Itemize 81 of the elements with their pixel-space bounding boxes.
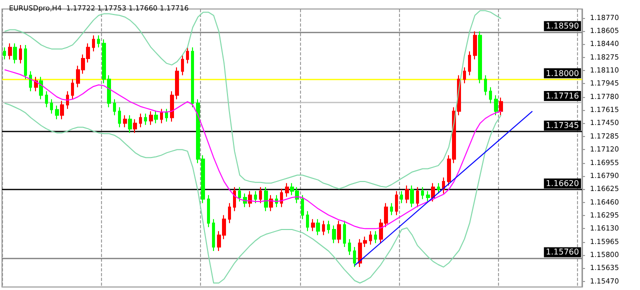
- candlestick: [473, 30, 477, 60]
- candlestick: [228, 202, 231, 224]
- line-series: [4, 69, 502, 230]
- candlestick: [259, 186, 262, 204]
- candlestick: [311, 218, 315, 232]
- candlestick: [19, 44, 22, 64]
- candlestick: [97, 34, 100, 48]
- candlestick: [66, 90, 69, 110]
- candlestick: [374, 230, 377, 244]
- ref-line-label: 1.15760: [546, 248, 579, 257]
- candlestick: [405, 185, 409, 204]
- ref-line-label: 1.18590: [546, 22, 579, 31]
- candlestick: [343, 220, 346, 248]
- candlestick: [55, 105, 59, 120]
- line-series: [4, 102, 502, 284]
- candlestick: [337, 220, 341, 244]
- candlestick: [144, 113, 147, 126]
- candlestick: [269, 194, 273, 212]
- candlestick: [306, 210, 309, 232]
- candlestick: [139, 113, 142, 128]
- candlestick: [60, 100, 64, 120]
- candlestick: [191, 46, 194, 108]
- candlestick: [13, 42, 17, 64]
- candlestick: [431, 182, 435, 202]
- candlestick: [248, 190, 252, 208]
- candlestick: [254, 190, 257, 204]
- candlestick: [186, 46, 189, 64]
- candlestick: [29, 70, 32, 92]
- candlestick: [280, 188, 283, 208]
- candlestick: [332, 224, 336, 244]
- candlestick: [494, 94, 498, 116]
- candlestick: [233, 186, 236, 212]
- ref-line-label: 1.18000: [546, 68, 579, 78]
- candlestick: [390, 202, 393, 216]
- candlestick: [113, 98, 116, 116]
- candlestick: [45, 90, 48, 108]
- candlestick: [369, 230, 372, 246]
- candlestick: [301, 194, 304, 220]
- candlestick: [71, 78, 74, 100]
- candlestick: [353, 246, 356, 268]
- ref-line-label: 1.17716: [546, 91, 579, 100]
- candlestick: [400, 190, 403, 204]
- candlestick: [285, 182, 289, 198]
- candlestick: [3, 46, 6, 60]
- candlestick: [8, 42, 12, 60]
- ref-line-label: 1.17345: [546, 121, 579, 130]
- candlestick: [128, 114, 132, 134]
- candlestick: [499, 97, 503, 116]
- candlestick: [484, 74, 487, 96]
- candlestick: [327, 220, 330, 234]
- candlestick: [426, 190, 430, 202]
- candlestick: [123, 114, 127, 128]
- candlestick: [264, 186, 268, 212]
- candlestick: [421, 186, 424, 200]
- candlestick: [416, 186, 419, 208]
- candlestick: [489, 86, 492, 104]
- candlestick: [149, 110, 153, 126]
- candlestick: [133, 118, 137, 134]
- ref-line-label: 1.16620: [546, 179, 579, 188]
- candlestick: [181, 54, 184, 76]
- candlestick: [39, 76, 43, 100]
- line-series: [4, 10, 502, 190]
- candlestick: [316, 218, 320, 236]
- candlestick: [348, 238, 351, 256]
- candlestick: [410, 185, 414, 208]
- candlestick: [160, 108, 163, 124]
- candlestick: [478, 30, 482, 84]
- candlestick: [463, 66, 466, 84]
- candlestick: [118, 106, 121, 128]
- candlestick: [322, 220, 325, 236]
- candlestick: [468, 50, 471, 76]
- candlestick: [92, 34, 95, 52]
- candlestick: [50, 98, 53, 114]
- candlestick: [207, 194, 210, 228]
- candlestick: [395, 190, 398, 216]
- candlestick: [212, 218, 215, 252]
- candlestick: [437, 182, 440, 194]
- candlestick: [165, 108, 168, 122]
- candlestick: [238, 186, 241, 202]
- candlestick: [24, 44, 27, 80]
- candlestick: [154, 110, 158, 124]
